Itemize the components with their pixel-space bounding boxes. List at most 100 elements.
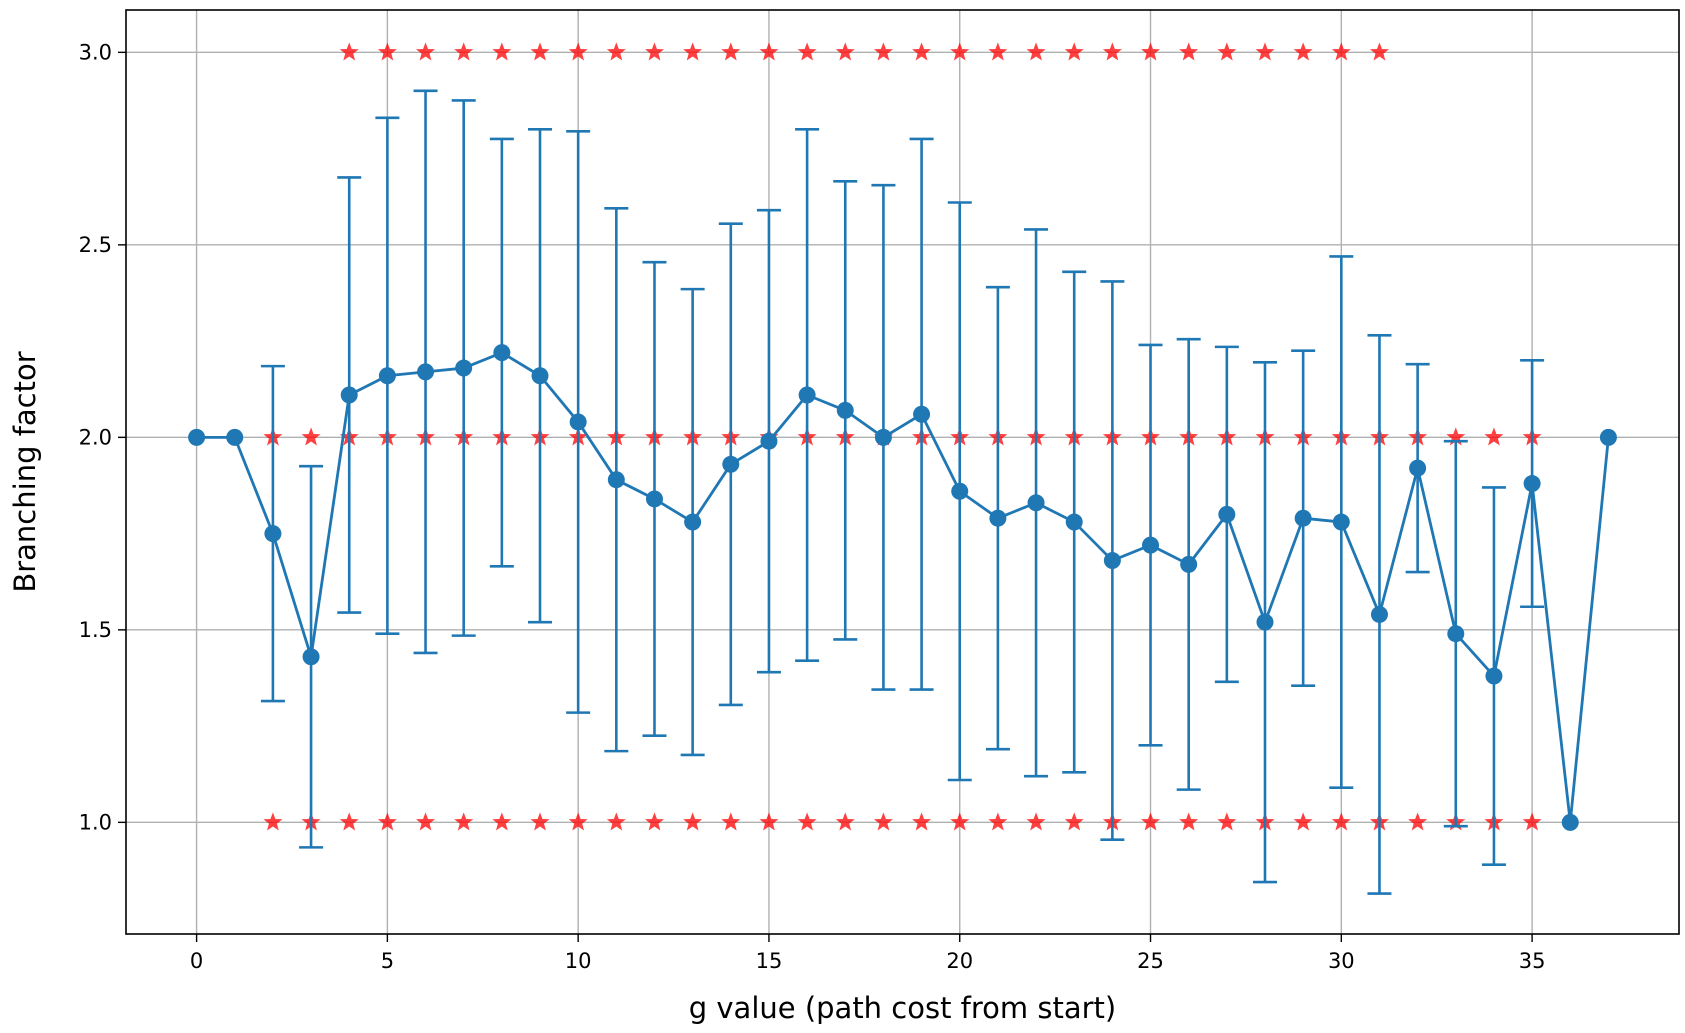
star-marker [950, 42, 970, 61]
star-marker [377, 42, 397, 61]
star-marker [988, 812, 1008, 831]
star-marker [873, 42, 893, 61]
data-point [645, 490, 663, 508]
data-point [493, 344, 511, 362]
data-point [1065, 513, 1083, 531]
data-point [531, 367, 549, 385]
x-tick-label: 35 [1519, 949, 1546, 973]
data-point [1485, 667, 1503, 685]
star-marker [1331, 42, 1351, 61]
data-point [760, 432, 778, 450]
data-point [913, 405, 931, 423]
x-tick-label: 30 [1328, 949, 1355, 973]
y-axis-label: Branching factor [8, 351, 42, 592]
star-marker [912, 812, 932, 831]
star-marker [492, 812, 512, 831]
data-point [264, 525, 282, 543]
data-point [1256, 613, 1274, 631]
data-point [1447, 625, 1465, 643]
data-point [1294, 509, 1312, 527]
data-point [836, 401, 854, 419]
star-marker [1064, 812, 1084, 831]
star-marker [339, 42, 359, 61]
data-point [1218, 505, 1236, 523]
data-point [874, 428, 892, 446]
data-point [607, 471, 625, 489]
data-point [340, 386, 358, 404]
data-point [684, 513, 702, 531]
star-marker [912, 42, 932, 61]
star-marker [797, 812, 817, 831]
data-point [1142, 536, 1160, 554]
star-marker [721, 42, 741, 61]
star-marker [835, 812, 855, 831]
star-marker [1217, 812, 1237, 831]
x-tick-label: 25 [1137, 949, 1164, 973]
star-marker [988, 42, 1008, 61]
y-tick-label: 2.5 [79, 233, 112, 257]
star-marker [1293, 42, 1313, 61]
star-marker [721, 812, 741, 831]
y-tick-label: 1.5 [79, 618, 112, 642]
star-marker [1064, 42, 1084, 61]
star-marker [683, 812, 703, 831]
y-tick-label: 2.0 [79, 425, 112, 449]
data-point [1409, 459, 1427, 477]
data-point [226, 428, 244, 446]
star-marker [492, 42, 512, 61]
star-marker [1408, 812, 1428, 831]
star-marker [606, 42, 626, 61]
star-marker [301, 427, 321, 446]
star-marker [1484, 427, 1504, 446]
x-tick-label: 20 [946, 949, 973, 973]
data-point [1523, 475, 1541, 493]
data-point [1599, 428, 1617, 446]
star-marker [644, 42, 664, 61]
y-tick-label: 1.0 [79, 810, 112, 834]
data-point [569, 413, 587, 431]
data-point [1103, 552, 1121, 570]
star-marker [1255, 42, 1275, 61]
data-point [1370, 605, 1388, 623]
data-point [188, 428, 206, 446]
data-points [188, 344, 1617, 831]
star-marker [1102, 42, 1122, 61]
star-marker [1331, 812, 1351, 831]
x-tick-label: 10 [565, 949, 592, 973]
star-marker [683, 42, 703, 61]
data-point [302, 648, 320, 666]
star-marker [416, 42, 436, 61]
star-marker [454, 42, 474, 61]
data-point [1561, 813, 1579, 831]
star-marker [1179, 812, 1199, 831]
star-marker [568, 812, 588, 831]
data-point [951, 482, 969, 500]
x-axis-label: g value (path cost from start) [689, 991, 1116, 1025]
x-tick-label: 15 [756, 949, 783, 973]
star-marker [759, 42, 779, 61]
data-point [455, 359, 473, 377]
data-point [378, 367, 396, 385]
star-marker [644, 812, 664, 831]
star-marker [263, 812, 283, 831]
star-marker [530, 42, 550, 61]
y-tick-label: 3.0 [79, 40, 112, 64]
star-marker [530, 812, 550, 831]
star-marker [797, 42, 817, 61]
star-marker [1217, 42, 1237, 61]
star-marker [873, 812, 893, 831]
data-point [1027, 494, 1045, 512]
star-marker [339, 812, 359, 831]
star-marker [1293, 812, 1313, 831]
data-point [1180, 555, 1198, 573]
star-marker [606, 812, 626, 831]
star-marker [759, 812, 779, 831]
data-point [798, 386, 816, 404]
star-marker [416, 812, 436, 831]
star-marker [1522, 812, 1542, 831]
star-marker [950, 812, 970, 831]
star-marker [454, 812, 474, 831]
data-point [1332, 513, 1350, 531]
